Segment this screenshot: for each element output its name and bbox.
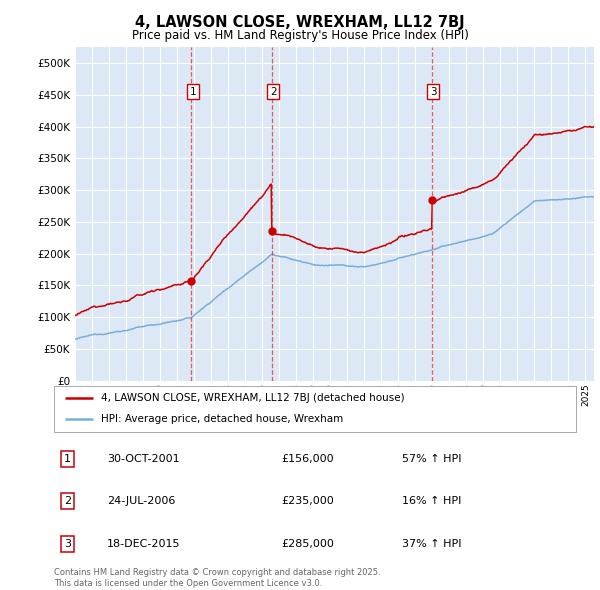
- Text: 16% ↑ HPI: 16% ↑ HPI: [403, 496, 462, 506]
- Text: 1: 1: [190, 87, 196, 97]
- Text: £156,000: £156,000: [281, 454, 334, 464]
- Text: 2: 2: [270, 87, 277, 97]
- Text: 1: 1: [64, 454, 71, 464]
- Text: 37% ↑ HPI: 37% ↑ HPI: [403, 539, 462, 549]
- Text: 30-OCT-2001: 30-OCT-2001: [107, 454, 179, 464]
- Text: Contains HM Land Registry data © Crown copyright and database right 2025.
This d: Contains HM Land Registry data © Crown c…: [54, 568, 380, 588]
- Text: £235,000: £235,000: [281, 496, 334, 506]
- Text: 57% ↑ HPI: 57% ↑ HPI: [403, 454, 462, 464]
- Text: HPI: Average price, detached house, Wrexham: HPI: Average price, detached house, Wrex…: [101, 414, 343, 424]
- Text: £285,000: £285,000: [281, 539, 334, 549]
- Text: 4, LAWSON CLOSE, WREXHAM, LL12 7BJ (detached house): 4, LAWSON CLOSE, WREXHAM, LL12 7BJ (deta…: [101, 394, 404, 404]
- Text: Price paid vs. HM Land Registry's House Price Index (HPI): Price paid vs. HM Land Registry's House …: [131, 30, 469, 42]
- Text: 4, LAWSON CLOSE, WREXHAM, LL12 7BJ: 4, LAWSON CLOSE, WREXHAM, LL12 7BJ: [135, 15, 465, 30]
- Text: 3: 3: [430, 87, 437, 97]
- Text: 18-DEC-2015: 18-DEC-2015: [107, 539, 181, 549]
- Text: 2: 2: [64, 496, 71, 506]
- Text: 3: 3: [64, 539, 71, 549]
- Text: 24-JUL-2006: 24-JUL-2006: [107, 496, 175, 506]
